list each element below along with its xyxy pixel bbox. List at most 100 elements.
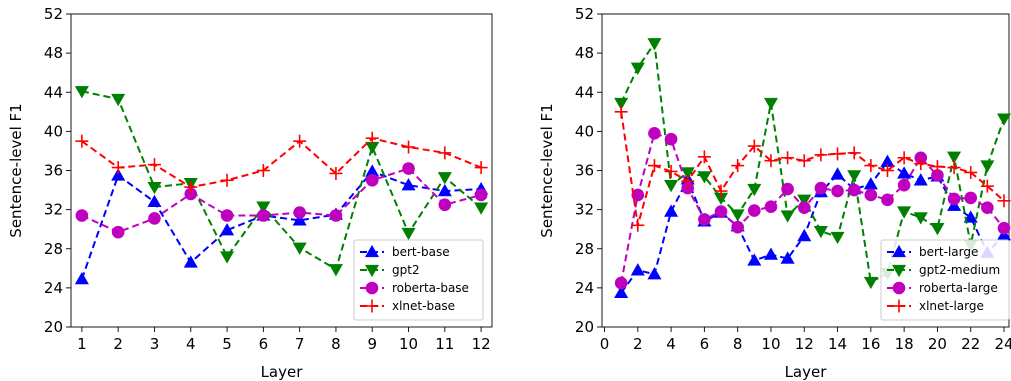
data-point <box>257 209 270 222</box>
y-tick-label: 20 <box>44 318 63 336</box>
legend-box <box>353 239 484 321</box>
x-tick-label: 1 <box>77 335 87 353</box>
legend-marker <box>365 281 379 295</box>
series-line <box>81 137 482 189</box>
series-line <box>81 90 482 271</box>
data-point <box>648 127 661 140</box>
data-point <box>831 147 845 161</box>
y-tick-label: 48 <box>44 44 63 62</box>
x-tick-label: 6 <box>700 335 710 353</box>
data-point <box>111 161 125 175</box>
x-tick-label: 0 <box>600 335 610 353</box>
data-point <box>614 276 628 290</box>
data-point <box>797 201 811 214</box>
data-point <box>914 157 928 171</box>
data-point <box>256 201 271 214</box>
x-tick-label: 2 <box>113 335 123 353</box>
legend-item: bert-large <box>887 244 978 259</box>
legend-marker <box>364 264 380 278</box>
x-tick-label: 3 <box>150 335 160 353</box>
data-point <box>697 171 712 184</box>
data-point <box>763 247 778 260</box>
x-tick-label: 24 <box>994 335 1011 353</box>
data-point <box>763 97 778 111</box>
legend-item: gpt2-medium <box>887 263 1000 278</box>
data-point <box>930 223 945 236</box>
data-point <box>913 173 928 186</box>
x-tick-label: 14 <box>828 335 847 353</box>
y-tick-label: 40 <box>44 122 63 140</box>
legend-marker <box>892 299 906 313</box>
y-tick-label: 52 <box>575 5 594 23</box>
x-tick-label: 4 <box>666 335 676 353</box>
data-point <box>697 150 711 164</box>
x-tick-label: 8 <box>733 335 743 353</box>
data-point <box>664 179 679 193</box>
data-point <box>401 178 416 191</box>
data-point <box>75 209 89 222</box>
y-tick-label: 36 <box>575 162 594 180</box>
data-point <box>847 170 862 183</box>
data-point <box>714 205 728 218</box>
x-tick-label: 20 <box>928 335 947 353</box>
data-point <box>880 164 894 177</box>
legend-label: roberta-large <box>919 281 998 295</box>
data-point <box>997 221 1011 235</box>
data-point <box>964 165 978 179</box>
data-point <box>830 231 845 245</box>
x-tick-label: 2 <box>633 335 643 353</box>
x-tick-label: 7 <box>295 335 305 353</box>
legend: bert-large gpt2-medium roberta-large xlnet-… <box>880 239 1010 321</box>
data-point <box>111 168 126 181</box>
y-tick-label: 24 <box>44 279 63 297</box>
x-axis-title: Layer <box>785 363 828 381</box>
data-point <box>680 167 695 180</box>
data-point <box>813 225 828 239</box>
data-point <box>830 167 845 180</box>
data-point <box>438 198 452 212</box>
data-point <box>847 183 861 197</box>
data-point <box>74 271 89 285</box>
data-point <box>402 140 416 154</box>
data-point <box>647 267 662 280</box>
data-point <box>964 191 978 205</box>
data-point <box>438 146 452 160</box>
data-point <box>814 148 828 162</box>
data-point <box>764 154 778 168</box>
legend-marker <box>891 264 907 278</box>
series-xlnet-base <box>75 131 488 194</box>
data-point <box>797 228 812 242</box>
legend-item: gpt2 <box>360 263 420 278</box>
data-point <box>630 263 645 276</box>
data-point <box>220 223 235 236</box>
legend-marker <box>892 281 906 295</box>
data-point <box>474 188 488 202</box>
x-tick-label: 4 <box>186 335 196 353</box>
data-point <box>437 183 452 197</box>
data-point <box>402 162 415 175</box>
series-line <box>81 167 482 234</box>
data-point <box>365 173 379 187</box>
legend-item: roberta-base <box>360 281 469 295</box>
x-tick-label: 22 <box>961 335 980 353</box>
data-point <box>963 210 978 223</box>
data-point <box>864 188 878 202</box>
data-point <box>630 62 645 75</box>
series-roberta-base <box>75 162 488 239</box>
data-point <box>111 93 126 107</box>
data-point <box>631 188 645 202</box>
data-point <box>747 183 762 197</box>
data-point <box>147 158 161 172</box>
data-point <box>997 194 1011 208</box>
y-tick-label: 32 <box>575 201 594 219</box>
legend: bert-base gpt2 roberta-base xlnet-base <box>353 239 484 321</box>
data-point <box>365 131 379 145</box>
x-axis-title: Layer <box>261 363 304 381</box>
data-point <box>847 146 861 160</box>
y-tick-label: 24 <box>575 279 594 297</box>
data-point <box>184 180 198 194</box>
data-point <box>148 212 161 225</box>
x-tick-label: 9 <box>367 335 377 353</box>
data-point <box>293 134 307 148</box>
